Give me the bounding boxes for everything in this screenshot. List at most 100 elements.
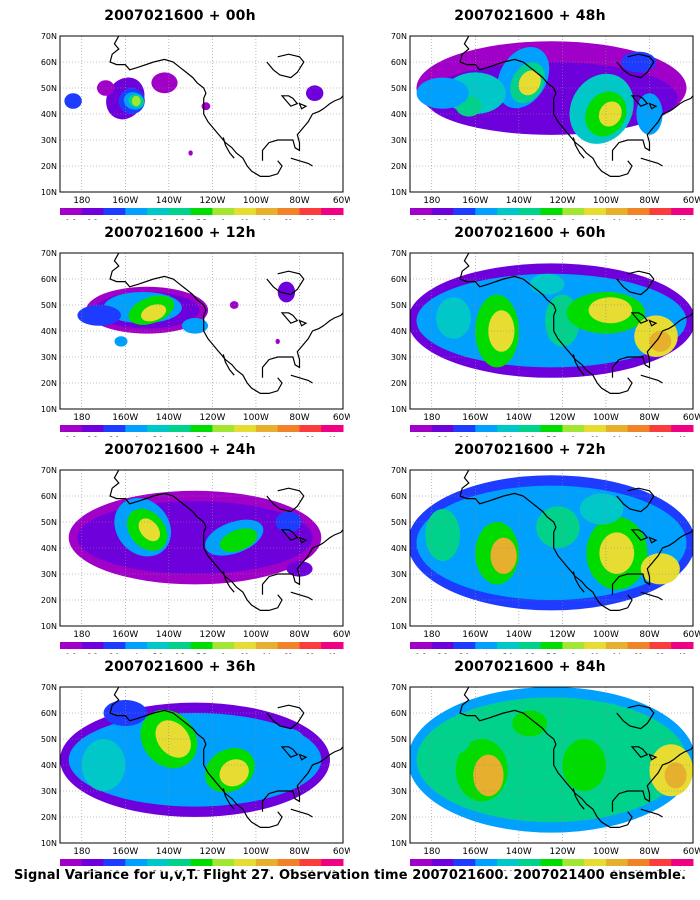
panel-title: 2007021600 + 12h: [104, 225, 256, 241]
graticule: [410, 36, 693, 192]
graticule: [410, 687, 693, 843]
lat-tick-label: 50N: [41, 735, 57, 744]
lat-tick-label: 50N: [391, 735, 407, 744]
lon-tick-label: 160W: [462, 196, 488, 206]
colorbar: 1.6 2.2 3.1 4 5.1 6.3 7.5 9 11 14 21 29 40: [410, 208, 694, 220]
lat-tick-label: 50N: [41, 84, 57, 93]
lon-tick-label: 140W: [156, 630, 182, 640]
colorbar-swatch: [410, 208, 433, 215]
variance-contour: [138, 518, 160, 542]
colorbar-label: 29: [656, 435, 664, 437]
variance-contour: [155, 720, 191, 758]
colorbar-swatch: [168, 425, 192, 432]
colorbar-swatch: [518, 425, 542, 432]
colorbar-swatch: [605, 425, 629, 432]
colorbar-swatch: [60, 642, 83, 649]
colorbar-swatch: [125, 642, 148, 649]
lat-tick-label: 60N: [41, 58, 57, 67]
colorbar-label: 21: [634, 652, 642, 654]
colorbar-swatch: [103, 859, 126, 866]
colorbar-swatch: [410, 859, 433, 866]
colorbar-label: 3.1: [459, 218, 469, 220]
coastline: [459, 253, 693, 394]
colorbar-swatch: [584, 425, 607, 432]
colorbar-swatch: [475, 208, 498, 215]
colorbar-swatch: [627, 208, 650, 215]
lon-tick-label: 180: [73, 630, 90, 640]
colorbar-swatch: [190, 859, 213, 866]
colorbar-swatch: [321, 642, 344, 649]
lat-tick-label: 30N: [391, 136, 407, 145]
colorbar-swatch: [299, 642, 322, 649]
colorbar-swatch: [453, 208, 476, 215]
colorbar-label: 3.1: [109, 869, 119, 871]
lat-tick-label: 50N: [391, 518, 407, 527]
lon-tick-label: 140W: [506, 630, 532, 640]
colorbar-label: 1.6: [66, 218, 76, 220]
colorbar-swatch: [475, 642, 498, 649]
colorbar-label: 6.3: [175, 435, 185, 437]
variance-field: [60, 700, 330, 817]
colorbar-label: 5.1: [503, 435, 513, 437]
variance-contour: [599, 532, 635, 574]
lat-tick-label: 20N: [391, 162, 407, 171]
lon-tick-label: 140W: [506, 847, 532, 857]
colorbar-swatch: [147, 642, 170, 649]
lon-tick-label: 140W: [506, 196, 532, 206]
variance-contour: [588, 297, 633, 324]
panel-title: 2007021600 + 00h: [104, 8, 256, 24]
colorbar-swatch: [584, 642, 607, 649]
colorbar-label: 4: [484, 869, 488, 871]
variance-field: [410, 475, 693, 611]
colorbar-swatch: [627, 859, 650, 866]
lat-tick-label: 20N: [41, 596, 57, 605]
lon-tick-label: 120W: [199, 630, 225, 640]
colorbar-label: 2.2: [88, 869, 98, 871]
colorbar-label: 11: [591, 869, 599, 871]
colorbar-label: 11: [591, 218, 599, 220]
colorbar-label: 21: [634, 435, 642, 437]
colorbar-swatch: [255, 859, 279, 866]
coastline: [109, 470, 343, 611]
variance-contour: [77, 501, 313, 574]
colorbar-label: 4: [484, 218, 488, 220]
graticule: [60, 36, 343, 192]
lon-tick-label: 180: [423, 847, 440, 857]
colorbar-swatch: [518, 208, 542, 215]
colorbar-swatch: [649, 642, 672, 649]
lat-tick-label: 40N: [391, 110, 407, 119]
lon-tick-label: 100W: [593, 196, 619, 206]
colorbar-label: 1.6: [66, 869, 76, 871]
map-panel: 2007021600 + 48h 10N 20N 30N 40N 50N 60N 70N 180…: [380, 8, 700, 220]
variance-field: [410, 263, 693, 378]
coastline: [459, 470, 693, 611]
panel-title: 2007021600 + 36h: [104, 659, 256, 675]
map-figure: 10N 20N 30N 40N 50N 60N 70N 180 160W 140W 120W 100W…: [391, 249, 700, 437]
map-panel: 2007021600 + 84h 10N 20N 30N 40N 50N 60N 70N 180…: [380, 659, 700, 871]
variance-contour: [529, 273, 565, 295]
colorbar-swatch: [431, 425, 455, 432]
colorbar-swatch: [321, 859, 344, 866]
lat-tick-label: 30N: [41, 353, 57, 362]
variance-contour: [640, 553, 680, 585]
panel-title: 2007021600 + 72h: [454, 442, 606, 458]
lon-tick-label: 100W: [243, 630, 269, 640]
colorbar-swatch: [60, 425, 83, 432]
variance-field: [410, 687, 693, 833]
lat-tick-label: 30N: [41, 570, 57, 579]
variance-contour: [188, 150, 193, 156]
colorbar-label: 14: [263, 435, 271, 437]
colorbar-swatch: [410, 425, 433, 432]
lat-tick-label: 40N: [41, 544, 57, 553]
colorbar-label: 11: [241, 435, 249, 437]
colorbar-swatch: [190, 642, 213, 649]
lat-tick-label: 50N: [41, 518, 57, 527]
coastline: [109, 687, 343, 828]
lat-tick-label: 20N: [41, 162, 57, 171]
lat-tick-label: 10N: [391, 839, 407, 848]
colorbar-label: 4: [134, 218, 138, 220]
lat-tick-label: 70N: [391, 32, 407, 41]
colorbar-swatch: [605, 642, 629, 649]
colorbar-label: 21: [634, 869, 642, 871]
colorbar-swatch: [212, 208, 235, 215]
